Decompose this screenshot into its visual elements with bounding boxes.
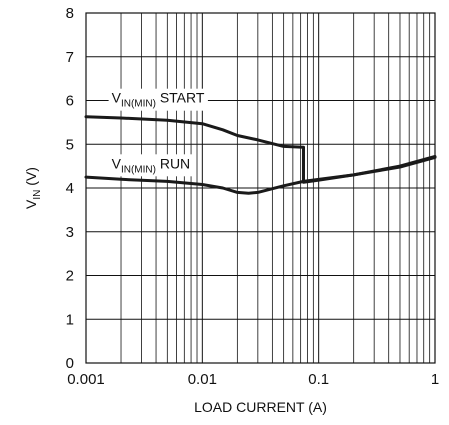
y-tick-label: 0: [66, 355, 74, 372]
series-label-suffix: START: [156, 90, 205, 106]
x-tick-label: 0.01: [188, 371, 217, 388]
y-axis-title-unit: (V): [23, 167, 39, 190]
series-label: VIN(MIN) START: [108, 88, 208, 111]
curves: [84, 115, 437, 195]
tick-labels: 0.001 0.01 0.1 1 0 1 2 3 4 5 6 7 8: [66, 5, 440, 388]
y-tick-label: 6: [66, 93, 74, 110]
series-label-main: V: [112, 155, 122, 171]
y-tick-label: 3: [66, 224, 74, 241]
series-label-main: V: [112, 90, 122, 106]
x-axis-title: LOAD CURRENT (A): [194, 399, 327, 415]
plot-frame: [85, 12, 436, 364]
y-axis-title-main: V: [23, 199, 39, 209]
y-tick-label: 4: [66, 180, 74, 197]
series-label-text: VIN(MIN) RUN: [112, 155, 191, 175]
series-label-background: [108, 154, 194, 177]
series-label-background: [108, 88, 208, 111]
series-line: [84, 155, 437, 195]
y-tick-label: 1: [66, 311, 74, 328]
series-label-suffix: RUN: [156, 155, 190, 171]
series-label-sub: IN(MIN): [121, 164, 156, 175]
x-tick-label: 1: [431, 371, 439, 388]
series-label-text: VIN(MIN) START: [112, 90, 205, 110]
series-label-sub: IN(MIN): [121, 99, 156, 110]
x-tick-label: 0.001: [67, 371, 105, 388]
y-tick-label: 2: [66, 268, 74, 285]
y-tick-label: 7: [66, 49, 74, 66]
grid: [85, 12, 436, 364]
series-label: VIN(MIN) RUN: [108, 154, 194, 177]
x-tick-label: 0.1: [308, 371, 329, 388]
y-tick-label: 8: [66, 5, 74, 22]
y-axis-title-sub: IN: [32, 190, 43, 200]
y-tick-label: 5: [66, 136, 74, 153]
y-axis-title: VIN (V): [23, 167, 43, 209]
